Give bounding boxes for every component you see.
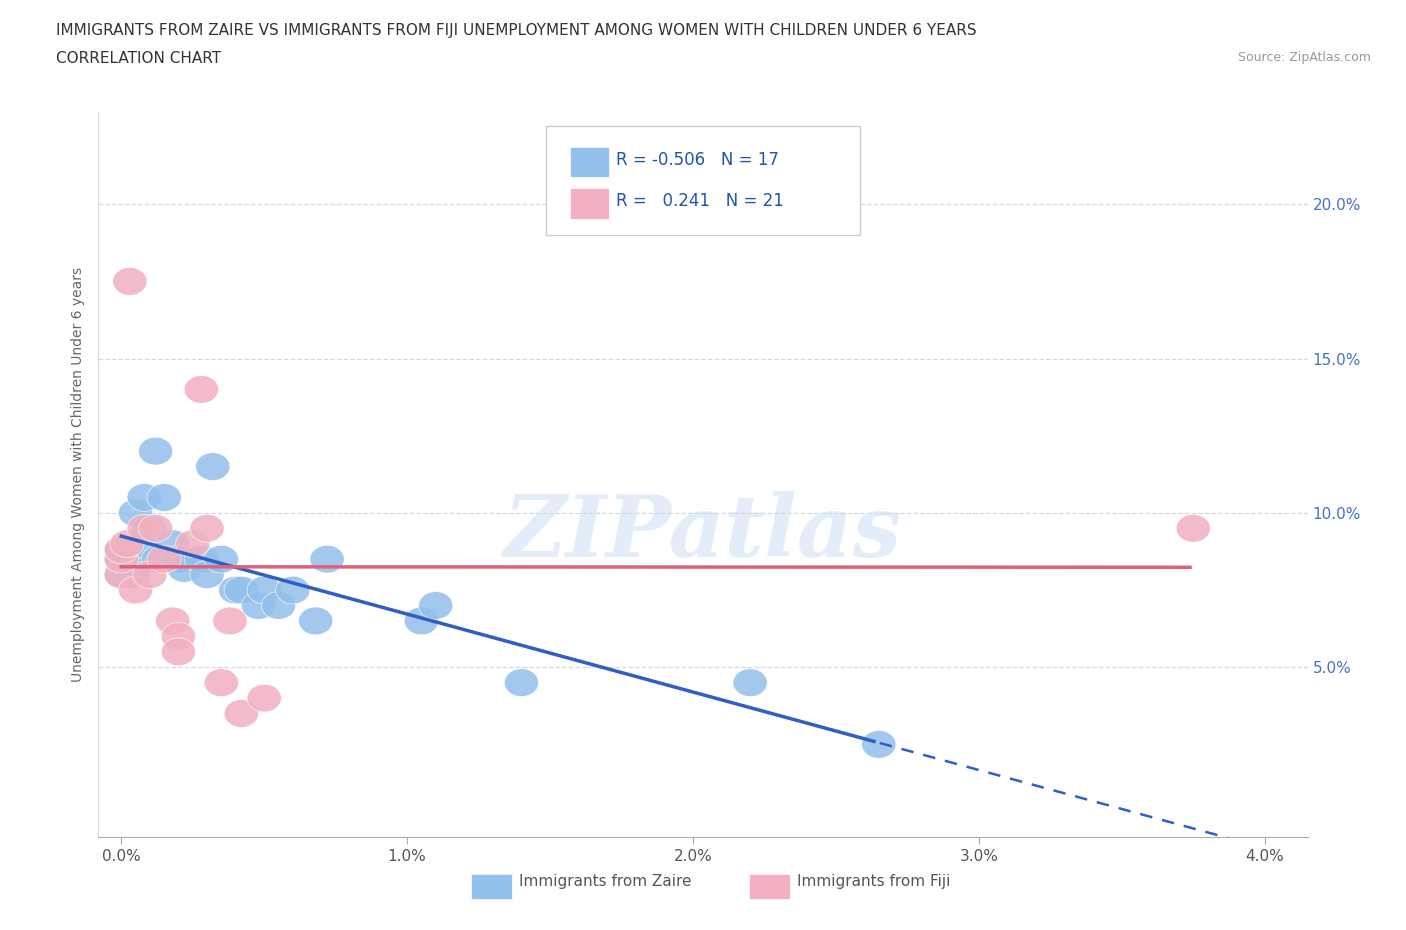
Ellipse shape: [162, 622, 195, 650]
Ellipse shape: [112, 268, 148, 295]
FancyBboxPatch shape: [546, 126, 860, 235]
Text: R =   0.241   N = 21: R = 0.241 N = 21: [616, 193, 783, 210]
Ellipse shape: [309, 545, 344, 573]
Text: ZIPatlas: ZIPatlas: [503, 491, 903, 574]
Ellipse shape: [104, 545, 138, 573]
Y-axis label: Unemployment Among Women with Children Under 6 years: Unemployment Among Women with Children U…: [72, 267, 86, 682]
Ellipse shape: [176, 530, 209, 558]
Ellipse shape: [242, 591, 276, 619]
Ellipse shape: [118, 499, 153, 526]
Ellipse shape: [138, 437, 173, 465]
Ellipse shape: [190, 561, 224, 589]
FancyBboxPatch shape: [471, 874, 512, 898]
Ellipse shape: [184, 376, 218, 404]
FancyBboxPatch shape: [749, 874, 790, 898]
Text: Immigrants from Zaire: Immigrants from Zaire: [519, 874, 692, 889]
Ellipse shape: [110, 542, 145, 570]
Ellipse shape: [224, 577, 259, 604]
Ellipse shape: [148, 545, 181, 573]
Ellipse shape: [862, 730, 896, 758]
Ellipse shape: [110, 530, 145, 558]
Ellipse shape: [104, 561, 138, 589]
Ellipse shape: [104, 561, 138, 589]
Ellipse shape: [104, 536, 138, 564]
Text: IMMIGRANTS FROM ZAIRE VS IMMIGRANTS FROM FIJI UNEMPLOYMENT AMONG WOMEN WITH CHIL: IMMIGRANTS FROM ZAIRE VS IMMIGRANTS FROM…: [56, 23, 977, 38]
Ellipse shape: [148, 484, 181, 512]
Ellipse shape: [1175, 514, 1211, 542]
Ellipse shape: [162, 545, 195, 573]
Ellipse shape: [190, 514, 224, 542]
Ellipse shape: [184, 545, 218, 573]
Ellipse shape: [204, 545, 239, 573]
Ellipse shape: [104, 545, 138, 573]
Text: R = -0.506   N = 17: R = -0.506 N = 17: [616, 151, 779, 168]
Ellipse shape: [212, 607, 247, 635]
Ellipse shape: [132, 561, 167, 589]
Ellipse shape: [138, 514, 173, 542]
Ellipse shape: [195, 453, 231, 481]
FancyBboxPatch shape: [569, 188, 609, 219]
Ellipse shape: [162, 638, 195, 666]
Ellipse shape: [141, 545, 176, 573]
Ellipse shape: [733, 669, 768, 697]
Text: Immigrants from Fiji: Immigrants from Fiji: [797, 874, 950, 889]
Ellipse shape: [156, 607, 190, 635]
Ellipse shape: [124, 530, 159, 558]
Ellipse shape: [127, 514, 162, 542]
Ellipse shape: [247, 684, 281, 712]
Ellipse shape: [104, 536, 138, 564]
Text: CORRELATION CHART: CORRELATION CHART: [56, 51, 221, 66]
Ellipse shape: [167, 554, 201, 582]
Ellipse shape: [262, 591, 295, 619]
Ellipse shape: [505, 669, 538, 697]
FancyBboxPatch shape: [569, 147, 609, 178]
Ellipse shape: [218, 577, 253, 604]
Ellipse shape: [276, 577, 309, 604]
Ellipse shape: [419, 591, 453, 619]
Ellipse shape: [110, 554, 145, 582]
Ellipse shape: [127, 484, 162, 512]
Ellipse shape: [298, 607, 333, 635]
Ellipse shape: [132, 514, 167, 542]
Ellipse shape: [224, 699, 259, 727]
Ellipse shape: [247, 577, 281, 604]
Text: Source: ZipAtlas.com: Source: ZipAtlas.com: [1237, 51, 1371, 64]
Ellipse shape: [115, 561, 150, 589]
Ellipse shape: [405, 607, 439, 635]
Ellipse shape: [118, 577, 153, 604]
Ellipse shape: [156, 530, 190, 558]
Ellipse shape: [204, 669, 239, 697]
